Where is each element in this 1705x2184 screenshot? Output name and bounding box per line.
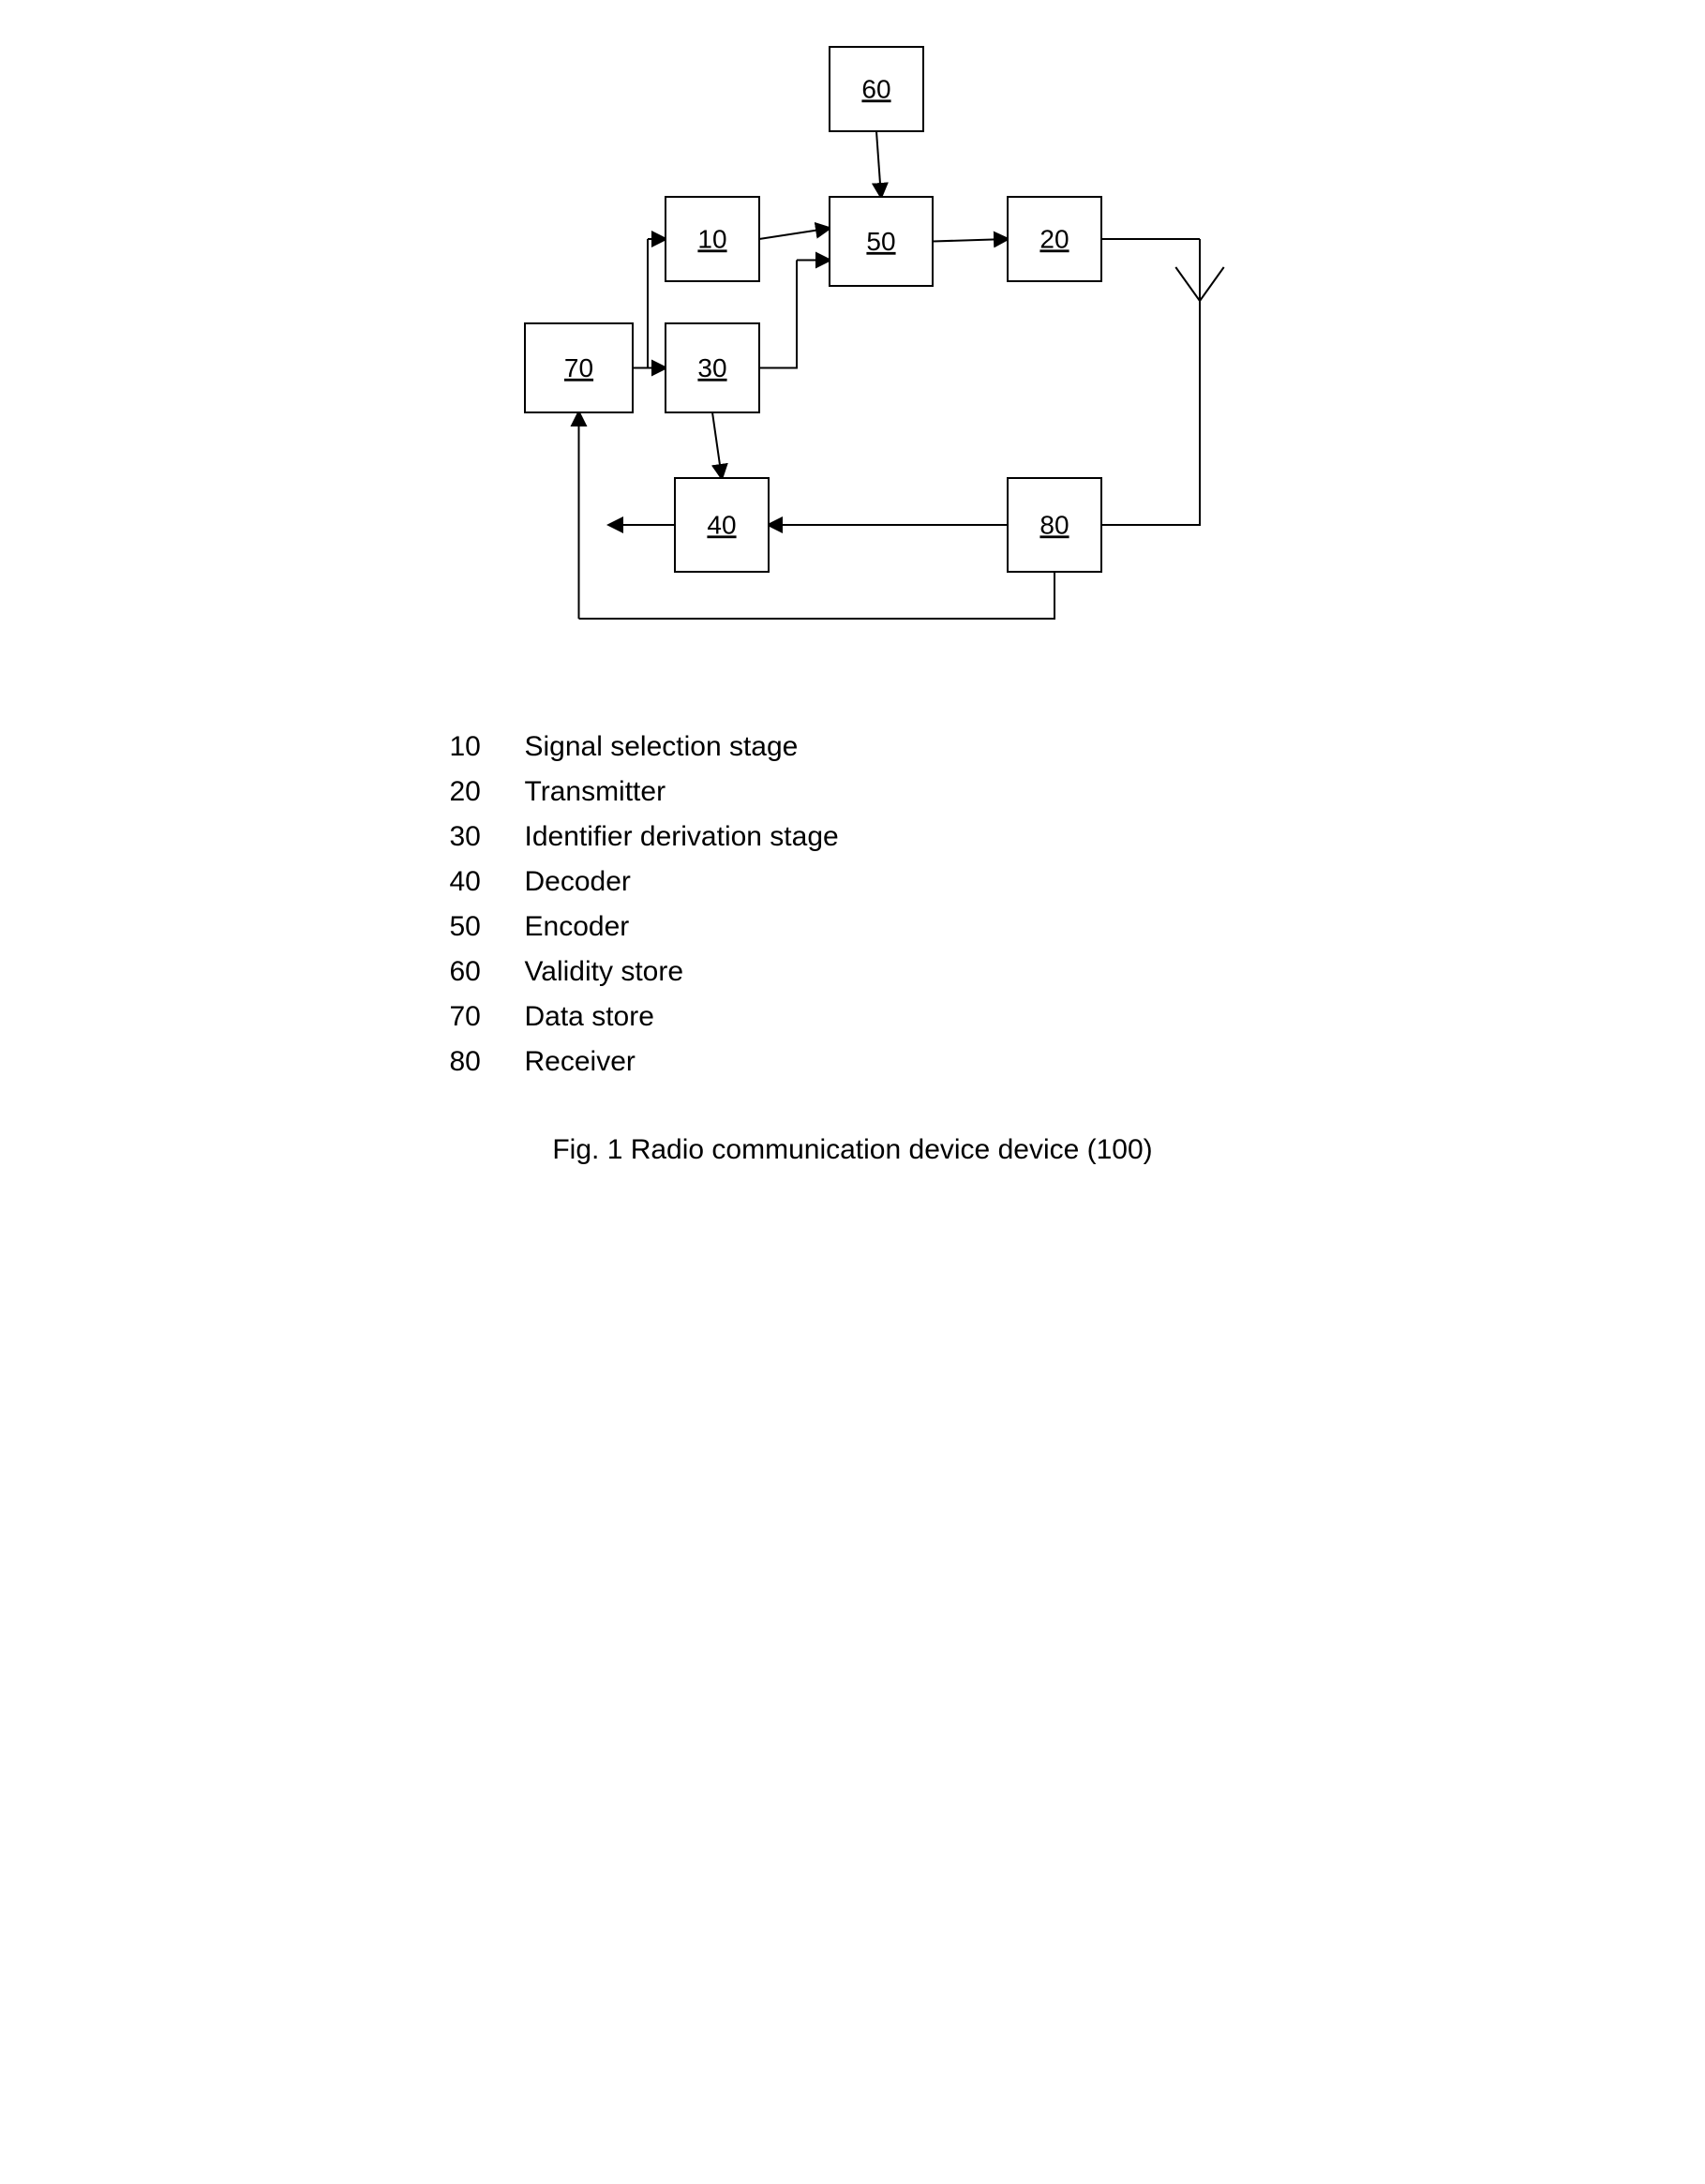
legend-row: 80Receiver (450, 1046, 1275, 1078)
block-label-20: 20 (1039, 224, 1069, 253)
legend-desc: Validity store (525, 956, 1275, 988)
legend-num: 30 (450, 821, 525, 853)
block-diagram: 10 20 30 40 50 60 70 80 (431, 37, 1275, 656)
legend-row: 50Encoder (450, 911, 1275, 943)
legend-num: 40 (450, 866, 525, 898)
block-label-50: 50 (866, 227, 895, 256)
legend-num: 50 (450, 911, 525, 943)
legend-desc: Encoder (525, 911, 1275, 943)
legend-desc: Receiver (525, 1046, 1275, 1078)
legend-num: 80 (450, 1046, 525, 1078)
legend-num: 70 (450, 1001, 525, 1033)
block-label-80: 80 (1039, 510, 1069, 539)
edge (933, 239, 1008, 242)
legend-desc: Identifier derivation stage (525, 821, 1275, 853)
block-label-70: 70 (563, 353, 592, 382)
legend-row: 10Signal selection stage (450, 731, 1275, 763)
legend-desc: Data store (525, 1001, 1275, 1033)
legend-row: 60Validity store (450, 956, 1275, 988)
legend-desc: Transmitter (525, 776, 1275, 808)
legend-num: 10 (450, 731, 525, 763)
figure-caption: Fig. 1 Radio communication device device… (431, 1134, 1275, 1166)
legend-row: 20Transmitter (450, 776, 1275, 808)
legend-num: 20 (450, 776, 525, 808)
block-label-60: 60 (861, 74, 890, 103)
edge (712, 412, 722, 478)
block-label-30: 30 (697, 353, 726, 382)
legend-row: 70Data store (450, 1001, 1275, 1033)
edge (876, 131, 881, 197)
legend-desc: Signal selection stage (525, 731, 1275, 763)
block-label-10: 10 (697, 224, 726, 253)
legend-row: 40Decoder (450, 866, 1275, 898)
legend-row: 30Identifier derivation stage (450, 821, 1275, 853)
legend-desc: Decoder (525, 866, 1275, 898)
legend-num: 60 (450, 956, 525, 988)
legend: 10Signal selection stage20Transmitter30I… (450, 731, 1275, 1078)
edge (759, 229, 830, 240)
block-label-40: 40 (707, 510, 736, 539)
